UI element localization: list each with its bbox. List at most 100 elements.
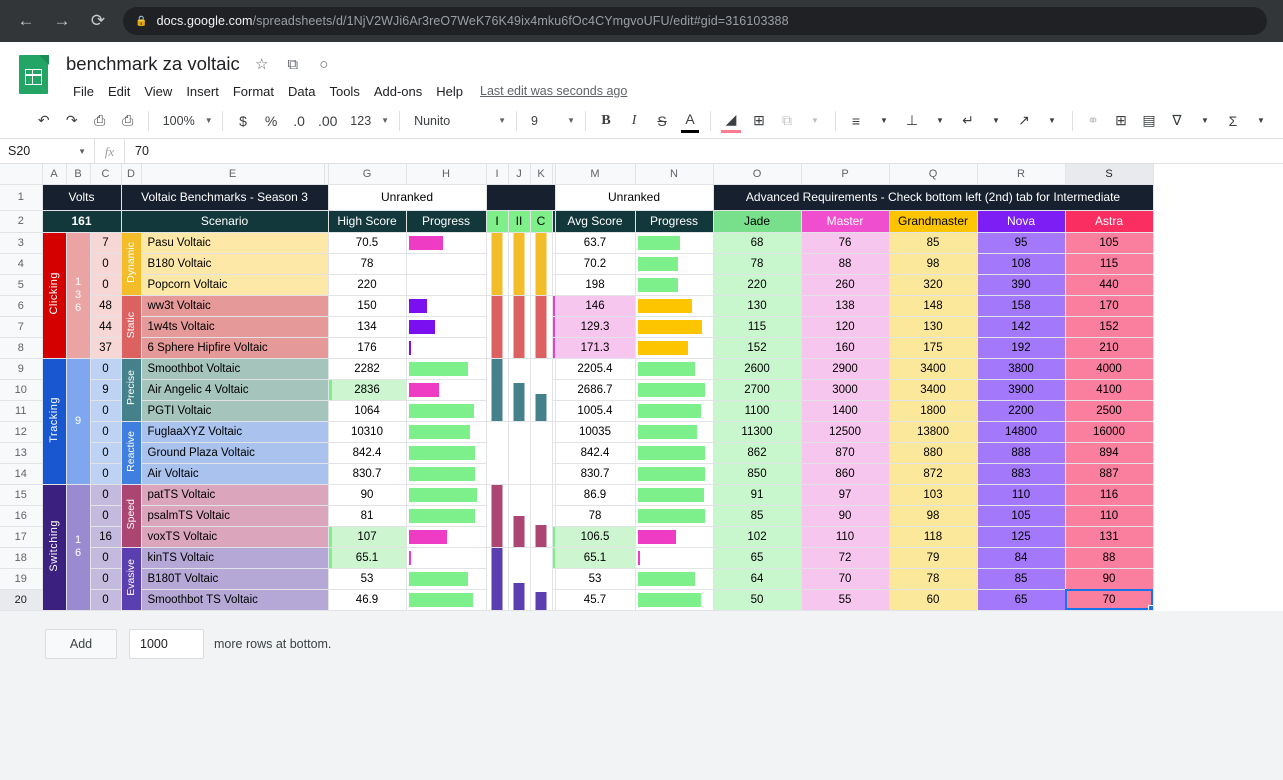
cell-tier-nova[interactable]: 85 [976,567,1066,590]
cell-volts[interactable]: 0 [89,441,122,464]
functions-icon[interactable]: Σ [1228,112,1238,129]
cell-rank-bar-c[interactable] [529,357,553,422]
cell-progress-right[interactable] [634,441,714,464]
cell-tier-jade[interactable]: 850 [712,462,802,485]
cell-avg-score[interactable]: 2205.4 [554,357,636,380]
cell-subcategory-reactive[interactable]: Reactive [120,420,142,485]
cell-tier-master[interactable]: 138 [800,294,890,317]
chevron-down-icon[interactable]: ▼ [992,116,1000,125]
cell-tier-nova[interactable]: 3800 [976,357,1066,380]
row-header-19[interactable]: 19 [0,567,43,590]
cell-high-score[interactable]: 2836 [327,378,407,401]
cell-rank-bar-ii[interactable] [507,420,531,485]
cell-scenario[interactable]: Popcorn Voltaic [140,273,329,296]
cell-tier-astra[interactable]: 16000 [1064,420,1154,443]
cell-tier-astra[interactable]: 440 [1064,273,1154,296]
cell-progress-left[interactable] [405,399,487,422]
chevron-down-icon[interactable]: ▼ [880,116,888,125]
column-header-C[interactable]: C [89,164,122,185]
borders-icon[interactable]: ⊞ [753,112,765,128]
cell-progress-right[interactable] [634,420,714,443]
cell-tier-astra[interactable]: 170 [1064,294,1154,317]
cell-banner-blank[interactable] [485,183,556,211]
row-header-18[interactable]: 18 [0,546,43,569]
column-header-K[interactable]: K [529,164,553,185]
column-header-O[interactable]: O [712,164,802,185]
cell-volts-total[interactable]: 161 [41,209,122,233]
cell-tier-master[interactable]: 88 [800,252,890,275]
cell-avg-score[interactable]: 2686.7 [554,378,636,401]
last-edit-status[interactable]: Last edit was seconds ago [480,84,628,98]
cell-progress-left[interactable] [405,273,487,296]
cell-tier-master[interactable]: 90 [800,504,890,527]
cell-tier-jade[interactable]: 50 [712,588,802,611]
menu-view[interactable]: View [144,83,173,99]
cell-rank-bar-i[interactable] [485,483,509,548]
vertical-align-icon[interactable]: ⊥ [905,112,919,128]
cell-volts[interactable]: 0 [89,357,122,380]
cell-rank-bar-i[interactable] [485,420,509,485]
cell-avg-score[interactable]: 65.1 [554,546,636,569]
cell-volts[interactable]: 7 [89,231,122,254]
column-header-S[interactable]: S [1064,164,1154,185]
cell-tier-master[interactable]: 260 [800,273,890,296]
cell-tier-astra[interactable]: 4100 [1064,378,1154,401]
cell-progress-left[interactable] [405,504,487,527]
cell-tier-grandmaster[interactable]: 130 [888,315,978,338]
cell-rank-bar-c[interactable] [529,231,553,296]
cell-avg-score[interactable]: 45.7 [554,588,636,611]
row-header-9[interactable]: 9 [0,357,43,380]
cell-tier-master[interactable]: 3000 [800,378,890,401]
cell-tier-grandmaster[interactable]: 118 [888,525,978,548]
cell-subcategory-precise[interactable]: Precise [120,357,142,422]
cell-avg-score[interactable]: 86.9 [554,483,636,506]
cell-tier-nova[interactable]: 105 [976,504,1066,527]
cell-rank-bar-c[interactable] [529,546,553,611]
cell-progress-left[interactable] [405,441,487,464]
cell-tier-jade[interactable]: 2600 [712,357,802,380]
chevron-down-icon[interactable]: ▼ [1257,116,1265,125]
cell-progress-left[interactable] [405,357,487,380]
cell-tier-astra[interactable]: 105 [1064,231,1154,254]
cell-avg-score-header[interactable]: Avg Score [554,209,636,233]
cell-category-volts-tracking[interactable]: 9 [65,357,91,485]
address-bar[interactable]: 🔒 docs.google.com/spreadsheets/d/1NjV2WJ… [123,7,1267,35]
cell-rank-i-header[interactable]: I [485,209,509,233]
column-header-D[interactable]: D [120,164,142,185]
cell-high-score[interactable]: 65.1 [327,546,407,569]
cell-category-clicking[interactable]: Clicking [41,231,67,359]
cell-high-score[interactable]: 176 [327,336,407,359]
cell-tier-jade[interactable]: 91 [712,483,802,506]
cell-high-score[interactable]: 70.5 [327,231,407,254]
cell-rank-bar-ii[interactable] [507,546,531,611]
select-all-corner[interactable] [0,164,43,185]
cell-progress-left[interactable] [405,588,487,611]
chevron-down-icon[interactable]: ▼ [1048,116,1056,125]
cell-scenario[interactable]: voxTS Voltaic [140,525,329,548]
cell-progress-left[interactable] [405,336,487,359]
cell-high-score[interactable]: 220 [327,273,407,296]
cell-tier-astra[interactable]: 887 [1064,462,1154,485]
column-header-I[interactable]: I [485,164,509,185]
menu-help[interactable]: Help [436,83,463,99]
cell-category-switching[interactable]: Switching [41,483,67,611]
cell-volts-title[interactable]: Volts [41,183,122,211]
row-header-13[interactable]: 13 [0,441,43,464]
cell-tier-astra[interactable]: 116 [1064,483,1154,506]
cell-tier-master[interactable]: 120 [800,315,890,338]
cell-tier-nova[interactable]: 3900 [976,378,1066,401]
cell-tier-grandmaster[interactable]: 98 [888,252,978,275]
cell-high-score[interactable]: 134 [327,315,407,338]
cell-volts[interactable]: 0 [89,588,122,611]
cell-scenario[interactable]: PGTI Voltaic [140,399,329,422]
cell-high-score[interactable]: 150 [327,294,407,317]
cell-tier-master[interactable]: 1400 [800,399,890,422]
cell-progress-right[interactable] [634,294,714,317]
cell-scenario[interactable]: Smoothbot Voltaic [140,357,329,380]
column-header-M[interactable]: M [554,164,636,185]
cell-volts[interactable]: 44 [89,315,122,338]
row-header-10[interactable]: 10 [0,378,43,401]
cell-high-score[interactable]: 78 [327,252,407,275]
cell-volts[interactable]: 37 [89,336,122,359]
menu-insert[interactable]: Insert [186,83,219,99]
